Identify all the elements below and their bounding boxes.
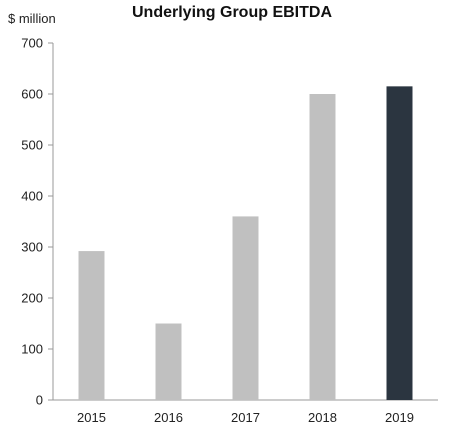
- bar-2019: [386, 86, 413, 400]
- bar-2016: [155, 323, 182, 400]
- y-tick-label: 0: [36, 393, 43, 408]
- x-axis-ticks: 2015 2016 2017 2018 2019: [77, 410, 414, 425]
- y-tick-label: 100: [21, 342, 43, 357]
- y-axis-label: $ million: [8, 11, 56, 26]
- x-tick-label: 2015: [77, 410, 106, 425]
- y-tick-label: 600: [21, 87, 43, 102]
- y-tick-label: 300: [21, 240, 43, 255]
- y-axis-ticks: 0 100 200 300 400 500 600 700: [21, 36, 53, 408]
- y-tick-label: 500: [21, 138, 43, 153]
- bar-2017: [232, 216, 259, 400]
- bar-2015: [78, 251, 105, 400]
- y-tick-label: 400: [21, 189, 43, 204]
- x-tick-label: 2018: [308, 410, 337, 425]
- chart-title: Underlying Group EBITDA: [132, 4, 332, 21]
- x-tick-label: 2016: [154, 410, 183, 425]
- x-tick-label: 2019: [385, 410, 414, 425]
- x-tick-label: 2017: [231, 410, 260, 425]
- y-tick-label: 700: [21, 36, 43, 51]
- bars: [78, 86, 413, 400]
- y-tick-label: 200: [21, 291, 43, 306]
- bar-2018: [309, 94, 336, 400]
